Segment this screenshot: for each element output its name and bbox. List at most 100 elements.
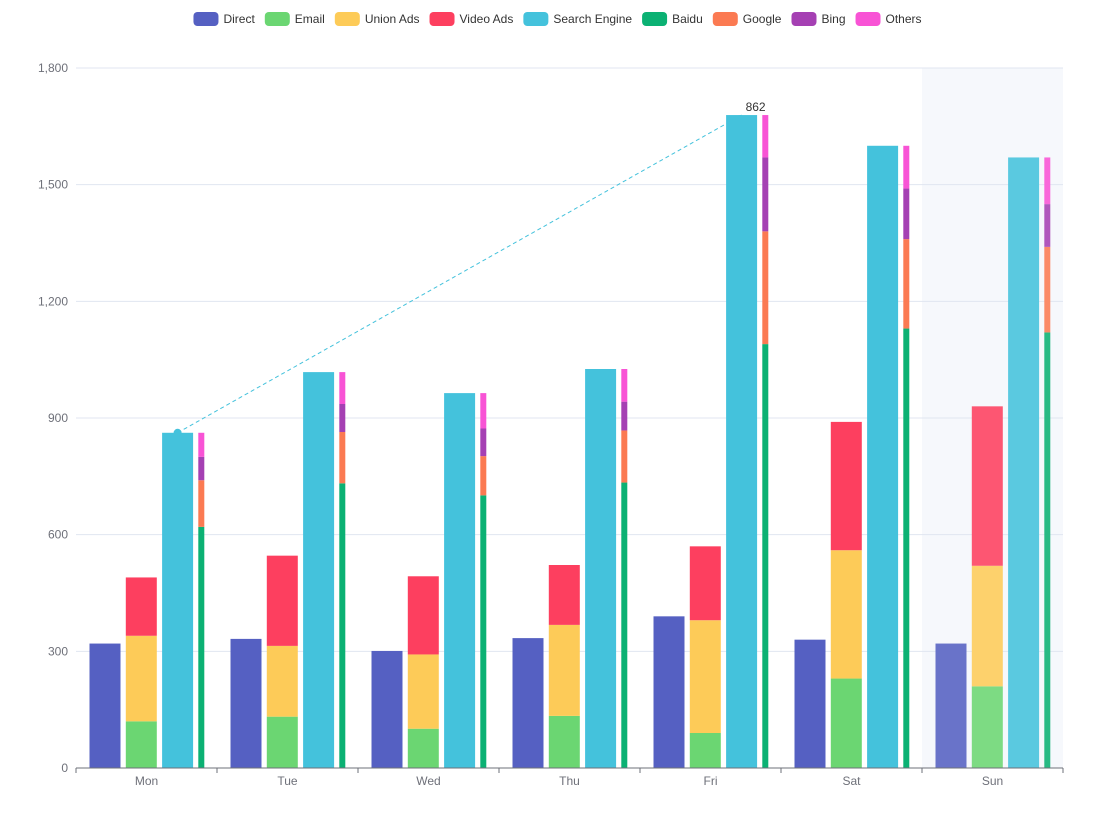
bar-google-mon[interactable]	[198, 480, 205, 527]
bar-bing-thu[interactable]	[621, 401, 628, 431]
x-tick-label-sun: Sun	[982, 774, 1003, 788]
legend-item-direct[interactable]: Direct	[193, 12, 255, 26]
bar-bing-wed[interactable]	[480, 428, 487, 457]
bar-baidu-sun[interactable]	[1044, 332, 1051, 768]
y-tick-label: 1,500	[38, 178, 68, 192]
bar-others-sat[interactable]	[903, 145, 910, 189]
legend-label: Others	[886, 12, 922, 26]
bar-bing-mon[interactable]	[198, 456, 205, 481]
legend-item-google[interactable]: Google	[712, 12, 782, 26]
bar-video-ads-wed[interactable]	[407, 576, 439, 655]
bar-email-thu[interactable]	[548, 715, 580, 768]
markline-start-dot	[173, 428, 182, 437]
bar-google-tue[interactable]	[339, 432, 346, 484]
bar-search-engine-wed[interactable]	[444, 393, 476, 768]
bar-baidu-fri[interactable]	[762, 344, 769, 768]
bar-search-engine-fri[interactable]	[726, 115, 758, 769]
markline-label: 862	[746, 100, 766, 114]
bar-google-fri[interactable]	[762, 231, 769, 345]
legend-label: Baidu	[672, 12, 703, 26]
bar-video-ads-tue[interactable]	[266, 555, 298, 646]
bar-direct-wed[interactable]	[371, 650, 403, 768]
bar-email-tue[interactable]	[266, 716, 298, 768]
legend-label: Video Ads	[460, 12, 514, 26]
grid-layer	[76, 67, 1063, 652]
markline	[177, 114, 742, 434]
legend-item-bing[interactable]: Bing	[791, 12, 846, 26]
legend-label: Search Engine	[553, 12, 632, 26]
bar-search-engine-mon[interactable]	[162, 432, 194, 768]
bar-google-thu[interactable]	[621, 430, 628, 483]
bar-union-ads-wed[interactable]	[407, 654, 439, 729]
bar-bing-sat[interactable]	[903, 188, 910, 240]
legend-swatch	[855, 12, 881, 26]
bar-video-ads-thu[interactable]	[548, 565, 580, 625]
markline-arrow	[733, 115, 742, 122]
bar-search-engine-sun[interactable]	[1008, 157, 1040, 768]
bar-video-ads-sat[interactable]	[830, 421, 862, 551]
x-tick-label-tue: Tue	[277, 774, 298, 788]
bar-baidu-tue[interactable]	[339, 483, 346, 768]
bar-email-wed[interactable]	[407, 728, 439, 768]
legend-item-union-ads[interactable]: Union Ads	[334, 12, 420, 26]
legend-swatch	[791, 12, 817, 26]
legend-item-baidu[interactable]: Baidu	[642, 12, 703, 26]
bar-video-ads-sun[interactable]	[971, 406, 1003, 566]
bar-direct-tue[interactable]	[230, 638, 262, 768]
bar-others-mon[interactable]	[198, 432, 205, 457]
bar-google-wed[interactable]	[480, 456, 487, 496]
bar-union-ads-thu[interactable]	[548, 624, 580, 716]
bar-email-fri[interactable]	[689, 733, 721, 768]
bar-email-sun[interactable]	[971, 686, 1003, 768]
bar-baidu-thu[interactable]	[621, 482, 628, 768]
markline-layer: 862	[173, 100, 766, 437]
x-tick-label-thu: Thu	[559, 774, 580, 788]
legend-item-search-engine[interactable]: Search Engine	[523, 12, 632, 26]
bar-direct-fri[interactable]	[653, 616, 685, 768]
bar-others-sun[interactable]	[1044, 157, 1051, 205]
bar-bing-tue[interactable]	[339, 404, 346, 432]
bar-others-tue[interactable]	[339, 372, 346, 404]
bar-direct-sun[interactable]	[935, 643, 967, 768]
bar-bing-fri[interactable]	[762, 157, 769, 232]
bar-search-engine-thu[interactable]	[585, 369, 617, 768]
bar-direct-mon[interactable]	[89, 643, 121, 768]
bar-bing-sun[interactable]	[1044, 204, 1051, 247]
legend-label: Union Ads	[365, 12, 420, 26]
bar-google-sun[interactable]	[1044, 246, 1051, 333]
x-tick-label-fri: Fri	[704, 774, 718, 788]
legend-item-video-ads[interactable]: Video Ads	[429, 12, 514, 26]
bar-video-ads-fri[interactable]	[689, 546, 721, 621]
bar-union-ads-mon[interactable]	[125, 635, 157, 722]
bar-direct-thu[interactable]	[512, 638, 544, 768]
bar-others-fri[interactable]	[762, 115, 769, 158]
bar-direct-sat[interactable]	[794, 639, 826, 768]
bars-layer	[89, 115, 1051, 769]
bar-union-ads-sun[interactable]	[971, 565, 1003, 687]
bar-union-ads-tue[interactable]	[266, 645, 298, 717]
bar-union-ads-fri[interactable]	[689, 620, 721, 733]
bar-baidu-wed[interactable]	[480, 495, 487, 768]
bar-baidu-mon[interactable]	[198, 526, 205, 768]
y-tick-label: 600	[48, 528, 68, 542]
legend-item-email[interactable]: Email	[264, 12, 325, 26]
bar-email-mon[interactable]	[125, 721, 157, 768]
bar-email-sat[interactable]	[830, 678, 862, 768]
y-tick-label: 900	[48, 411, 68, 425]
legend-label: Email	[295, 12, 325, 26]
legend-label: Google	[743, 12, 782, 26]
x-tick-label-wed: Wed	[416, 774, 440, 788]
bar-others-wed[interactable]	[480, 393, 487, 429]
bar-baidu-sat[interactable]	[903, 328, 910, 768]
bar-others-thu[interactable]	[621, 369, 628, 402]
bar-search-engine-sat[interactable]	[867, 145, 899, 768]
bar-union-ads-sat[interactable]	[830, 550, 862, 679]
legend-label: Bing	[821, 12, 845, 26]
bar-google-sat[interactable]	[903, 239, 910, 329]
bar-video-ads-mon[interactable]	[125, 577, 157, 636]
y-axis-labels: 0 300 600 900 1,200 1,500 1,800	[38, 61, 68, 775]
legend-swatch	[334, 12, 360, 26]
legend-item-others[interactable]: Others	[855, 12, 922, 26]
bar-search-engine-tue[interactable]	[303, 372, 335, 768]
